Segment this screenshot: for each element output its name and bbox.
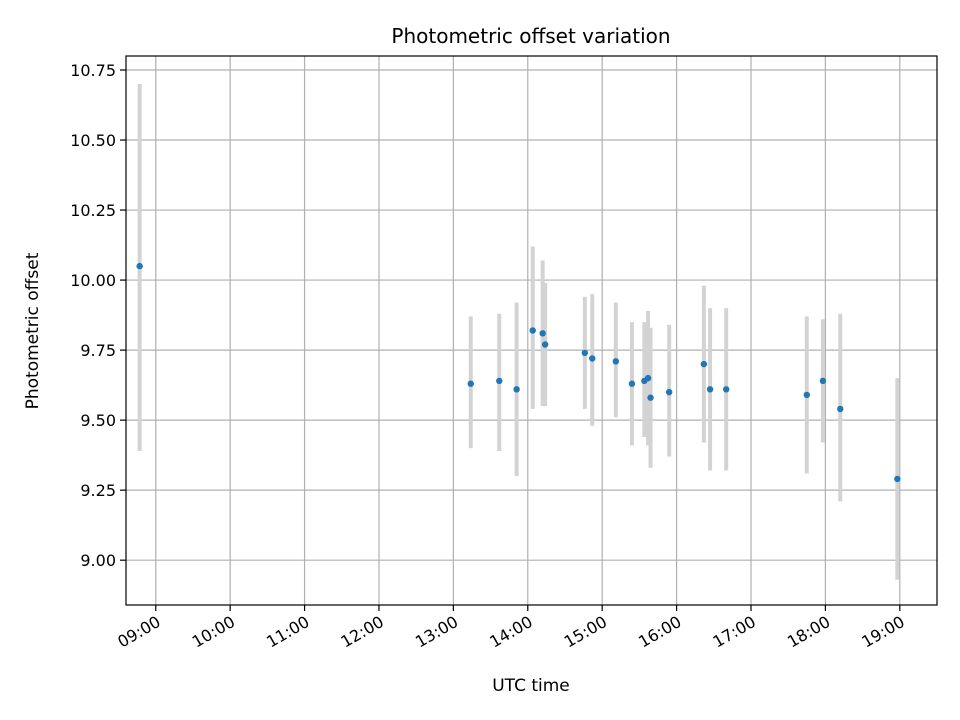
data-point xyxy=(496,377,503,385)
y-axis-label: Photometric offset xyxy=(23,252,43,409)
data-point xyxy=(467,380,474,387)
y-tick-label: 9.25 xyxy=(80,481,116,500)
data-point xyxy=(803,391,810,399)
plot-frame xyxy=(125,55,938,606)
data-point xyxy=(541,341,549,348)
data-point xyxy=(581,349,589,357)
x-tick-label: 15:00 xyxy=(561,612,610,652)
x-axis-label: UTC time xyxy=(492,676,570,696)
data-point xyxy=(819,377,827,385)
y-tick-label: 10.50 xyxy=(70,131,116,150)
x-tick-label: 09:00 xyxy=(114,612,163,652)
data-point xyxy=(665,388,673,396)
data-points xyxy=(136,262,901,483)
data-point xyxy=(706,386,714,393)
x-tick-label: 11:00 xyxy=(263,612,312,652)
data-point xyxy=(513,386,520,393)
y-tick-label: 9.75 xyxy=(80,341,116,360)
y-tick-label: 9.50 xyxy=(80,411,116,430)
x-axis: 09:00 10:00 11:00 12:00 13:00 14:00 15:00 16:00… xyxy=(114,605,908,652)
x-tick-label: 16:00 xyxy=(635,612,684,652)
error-bars xyxy=(137,84,900,580)
data-point xyxy=(837,405,844,413)
x-tick-label: 17:00 xyxy=(710,612,759,652)
x-tick-label: 13:00 xyxy=(412,612,461,652)
data-point xyxy=(589,355,596,362)
grid xyxy=(126,56,937,605)
data-point xyxy=(647,394,654,401)
x-tick-label: 12:00 xyxy=(338,612,387,652)
y-tick-label: 10.75 xyxy=(70,61,116,80)
data-point xyxy=(136,262,143,270)
data-point xyxy=(644,374,652,382)
x-tick-label: 18:00 xyxy=(784,612,833,652)
y-tick-label: 10.25 xyxy=(70,201,116,220)
data-point xyxy=(894,475,901,483)
data-point xyxy=(612,358,620,365)
x-tick-label: 10:00 xyxy=(189,612,238,652)
x-tick-label: 19:00 xyxy=(858,612,907,652)
data-point xyxy=(529,327,536,334)
data-point xyxy=(722,386,730,393)
data-point xyxy=(628,380,636,387)
y-axis: 9.00 9.25 9.50 9.75 10.00 10.25 10.50 10.75 xyxy=(70,61,126,570)
x-tick-label: 14:00 xyxy=(486,612,535,652)
data-point xyxy=(539,330,546,337)
y-tick-label: 9.00 xyxy=(80,551,116,570)
data-point xyxy=(700,360,708,368)
chart-title: Photometric offset variation xyxy=(391,24,670,48)
y-tick-label: 10.00 xyxy=(70,271,116,290)
